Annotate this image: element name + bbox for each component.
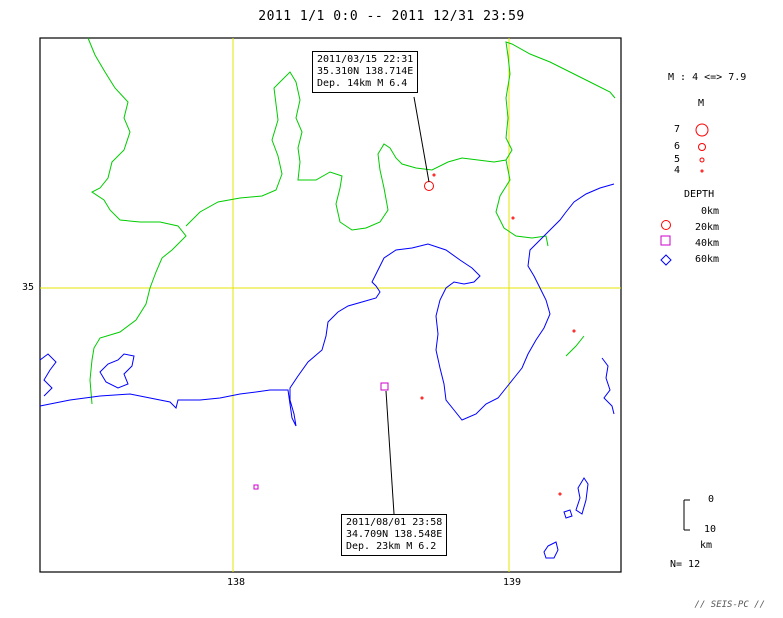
depth-label-40km: 40km: [695, 238, 720, 249]
mag-symbol-7: [695, 123, 709, 137]
callout-datetime: 2011/03/15 22:31: [317, 54, 414, 65]
depth-symbol-40km: [660, 235, 671, 246]
map-frame: [39, 37, 622, 573]
callout-datetime: 2011/08/01 23:58: [346, 517, 443, 528]
event-marker: [420, 396, 424, 400]
event-callout-2: 2011/08/01 23:58 34.709N 138.548E Dep. 2…: [341, 514, 448, 556]
callout-depth-mag: Dep. 14km M 6.4: [317, 78, 408, 89]
lat-label-35: 35: [22, 282, 35, 293]
callout-depth-mag: Dep. 23km M 6.2: [346, 541, 437, 552]
event-count: N= 12: [670, 559, 701, 570]
mag-label-4: 4: [674, 165, 681, 176]
mag-symbol-6: [698, 143, 706, 151]
lon-label-139: 139: [503, 577, 522, 588]
event-marker-m62: [380, 382, 389, 391]
magnitude-legend-title: M: [698, 98, 705, 109]
earthquake-events: [253, 173, 576, 496]
mag-symbol-4: [700, 169, 704, 173]
depth-label-60km: 60km: [695, 254, 720, 265]
map-title: 2011 1/1 0:0 -- 2011 12/31 23:59: [258, 9, 525, 24]
depth-label-20km: 20km: [695, 222, 720, 233]
event-marker: [511, 216, 515, 220]
footer-credit: // SEIS-PC //: [694, 600, 765, 610]
callout-coords: 34.709N 138.548E: [346, 529, 443, 540]
event-marker: [572, 329, 576, 333]
mag-symbol-5: [699, 157, 705, 163]
magnitude-legend-symbols: [695, 123, 709, 173]
depth-symbol-60km: [660, 254, 672, 266]
mag-label-6: 6: [674, 141, 681, 152]
coastlines: [39, 183, 615, 559]
depth-scale-unit: km: [700, 540, 713, 551]
event-callout-1: 2011/03/15 22:31 35.310N 138.714E Dep. 1…: [312, 51, 419, 93]
callout-coords: 35.310N 138.714E: [317, 66, 414, 77]
prefecture-boundaries: [87, 37, 616, 405]
depth-legend-title: DEPTH: [684, 189, 715, 200]
depth-legend-symbols: [660, 220, 672, 266]
mag-label-7: 7: [674, 124, 681, 135]
event-marker: [432, 173, 436, 177]
depth-symbol-20km: [661, 220, 671, 230]
depth-scale-top: 0: [708, 494, 715, 505]
magnitude-range: M : 4 <=> 7.9: [668, 72, 747, 83]
event-marker: [253, 484, 259, 490]
depth-scale-bar: [683, 499, 690, 531]
callout-leader-1: [413, 96, 430, 183]
depth-label-0km: 0km: [701, 206, 720, 217]
mag-label-5: 5: [674, 154, 681, 165]
callout-leader-2: [385, 390, 395, 515]
depth-scale-bottom: 10: [704, 524, 717, 535]
lon-label-138: 138: [227, 577, 246, 588]
event-marker: [558, 492, 562, 496]
event-marker-m64: [424, 181, 434, 191]
